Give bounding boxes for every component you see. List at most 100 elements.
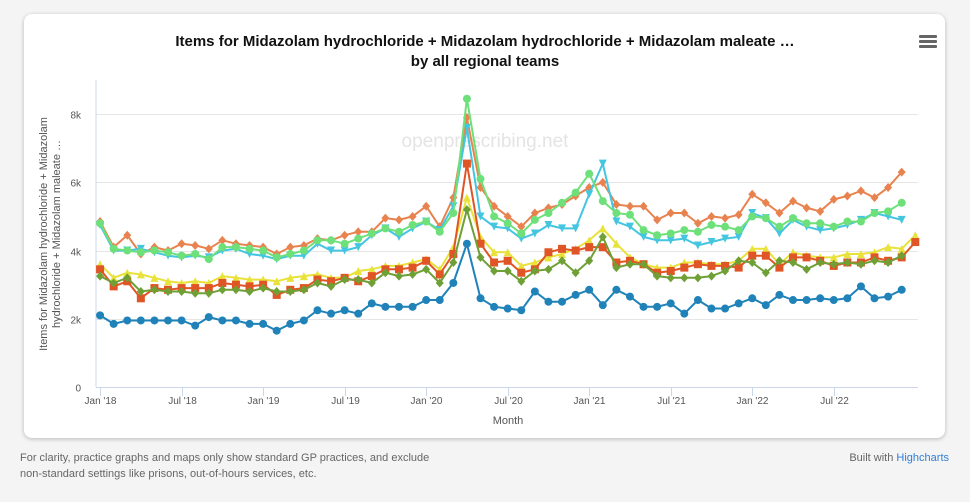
data-point	[462, 159, 471, 168]
data-point	[354, 309, 363, 318]
data-point	[680, 234, 689, 243]
data-point	[259, 283, 268, 293]
data-point	[571, 188, 580, 197]
data-point	[612, 285, 621, 294]
data-point	[150, 316, 159, 325]
data-point	[748, 212, 757, 221]
data-point	[544, 248, 553, 257]
y-tick-label: 6k	[70, 179, 82, 190]
data-point	[693, 227, 702, 236]
data-point	[381, 268, 390, 278]
data-point	[503, 304, 512, 313]
data-point	[462, 239, 471, 248]
x-tick-label: Jul '20	[494, 396, 523, 407]
data-point	[680, 226, 689, 235]
y-axis-label-line-2: hydrochloride + Midazolam maleate …	[51, 140, 63, 328]
data-point	[612, 263, 621, 273]
data-point	[816, 219, 825, 228]
data-point	[625, 210, 634, 219]
data-point	[639, 259, 648, 269]
data-point	[816, 294, 825, 303]
data-point	[870, 294, 879, 303]
data-point	[598, 159, 607, 168]
x-axis-label: Month	[493, 415, 524, 427]
data-point	[408, 263, 417, 272]
y-tick-label: 0	[75, 384, 81, 395]
data-point	[625, 222, 634, 231]
data-point	[585, 243, 594, 252]
data-point	[775, 256, 784, 266]
data-point	[761, 268, 770, 278]
data-point	[625, 201, 634, 211]
credit: Built with Highcharts	[849, 450, 949, 466]
data-point	[123, 246, 132, 255]
data-point	[829, 222, 838, 231]
hamburger-menu-icon[interactable]	[919, 35, 937, 51]
data-point	[354, 275, 363, 285]
data-point	[666, 208, 675, 218]
data-point	[177, 239, 186, 249]
data-point	[666, 236, 675, 245]
data-point	[911, 238, 920, 247]
data-point	[571, 290, 580, 299]
data-point	[734, 263, 743, 272]
data-point	[313, 236, 322, 245]
data-point	[612, 258, 621, 267]
data-point	[408, 220, 417, 229]
data-point	[721, 261, 730, 270]
data-point	[327, 236, 336, 245]
data-point	[408, 269, 417, 279]
chart-title-line-2: by all regional teams	[411, 53, 559, 70]
data-point	[150, 273, 159, 282]
data-point	[367, 299, 376, 308]
data-point	[272, 286, 281, 296]
data-point	[449, 209, 458, 218]
data-point	[490, 212, 499, 221]
data-point	[829, 259, 838, 269]
data-point	[245, 275, 254, 284]
data-point	[761, 251, 770, 260]
data-point	[96, 265, 105, 274]
data-point	[789, 196, 798, 206]
data-point	[789, 214, 798, 223]
data-point	[897, 215, 906, 224]
y-tick-label: 4k	[70, 248, 82, 259]
data-point	[272, 253, 281, 262]
data-point	[218, 235, 227, 245]
data-point	[530, 215, 539, 224]
data-point	[748, 294, 757, 303]
data-point	[218, 243, 227, 252]
data-point	[449, 257, 458, 267]
data-point	[517, 229, 526, 238]
data-point	[653, 231, 662, 240]
tick-labels: 0 2k 4k 6k 8k Jan '18 Jul '18 Jan '19 Jul '19 Jan…	[70, 111, 849, 408]
data-point	[693, 260, 702, 269]
data-point	[136, 286, 145, 296]
data-point	[680, 273, 689, 283]
data-point	[327, 277, 336, 286]
data-point	[734, 226, 743, 235]
data-point	[422, 201, 431, 211]
data-point	[884, 257, 893, 267]
data-point	[136, 270, 145, 279]
data-series	[96, 94, 920, 335]
highcharts-link[interactable]: Highcharts	[896, 452, 949, 464]
data-point	[680, 263, 689, 272]
data-point	[585, 169, 594, 178]
data-point	[517, 222, 526, 232]
data-point	[517, 261, 526, 270]
data-point	[816, 206, 825, 216]
x-tick-label: Jan '22	[737, 396, 769, 407]
data-point	[422, 217, 431, 226]
data-point	[109, 273, 118, 282]
x-tick-label: Jul '21	[657, 396, 686, 407]
data-point	[598, 243, 607, 252]
data-point	[109, 278, 118, 288]
data-point	[123, 268, 132, 277]
data-point	[856, 259, 865, 269]
data-point	[327, 246, 336, 255]
data-point	[530, 287, 539, 296]
data-point	[136, 248, 145, 257]
data-point	[476, 252, 485, 262]
data-point	[666, 299, 675, 308]
